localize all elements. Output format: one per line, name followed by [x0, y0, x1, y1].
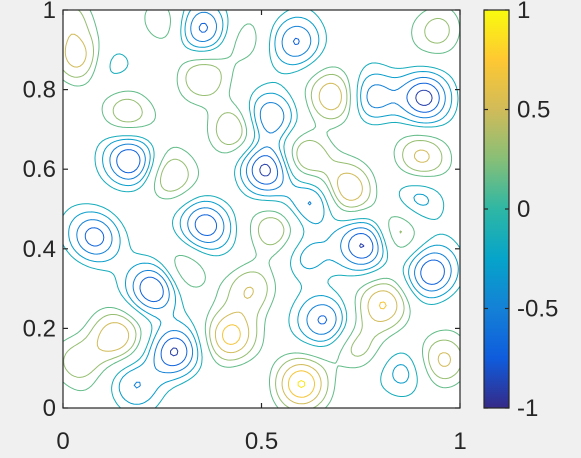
y-tick-label: 0.8 — [23, 77, 56, 104]
y-tick-label: 1 — [43, 0, 56, 24]
x-tick-label: 0.5 — [245, 428, 278, 455]
contour-level-6 — [63, 10, 460, 408]
contour-level-8 — [222, 301, 387, 398]
contour-level-2 — [76, 11, 452, 389]
contour-level-5 — [63, 10, 460, 408]
y-tick-label: 0.6 — [23, 156, 56, 183]
x-tick-label: 0 — [56, 428, 69, 455]
colorbar-tick-label: 0 — [517, 196, 530, 223]
colorbar — [483, 9, 510, 409]
plot-area — [63, 10, 460, 408]
colorbar-tick-label: 1 — [517, 0, 530, 24]
contour-level-1 — [84, 22, 445, 367]
colorbar-tick-label: 0.5 — [517, 97, 550, 124]
y-tick-label: 0.2 — [23, 315, 56, 342]
colorbar-tick-label: -0.5 — [517, 296, 558, 323]
y-tick-label: 0.4 — [23, 236, 56, 263]
y-axis-ticks: 0 0.2 0.4 0.6 0.8 1 — [23, 0, 460, 422]
contour-level-3 — [68, 10, 459, 405]
contour-level-9 — [297, 380, 306, 388]
contour-level-7 — [64, 33, 451, 405]
contour-level-0 — [170, 89, 433, 357]
x-tick-label: 1 — [453, 428, 466, 455]
colorbar-ticks: -1 -0.5 0 0.5 1 — [484, 0, 558, 422]
colorbar-tick-label: -1 — [517, 395, 538, 422]
contour-level-4 — [63, 10, 460, 408]
contour-lines — [63, 10, 460, 408]
y-tick-label: 0 — [43, 395, 56, 422]
x-axis-ticks: 0 0.5 1 — [56, 10, 467, 455]
